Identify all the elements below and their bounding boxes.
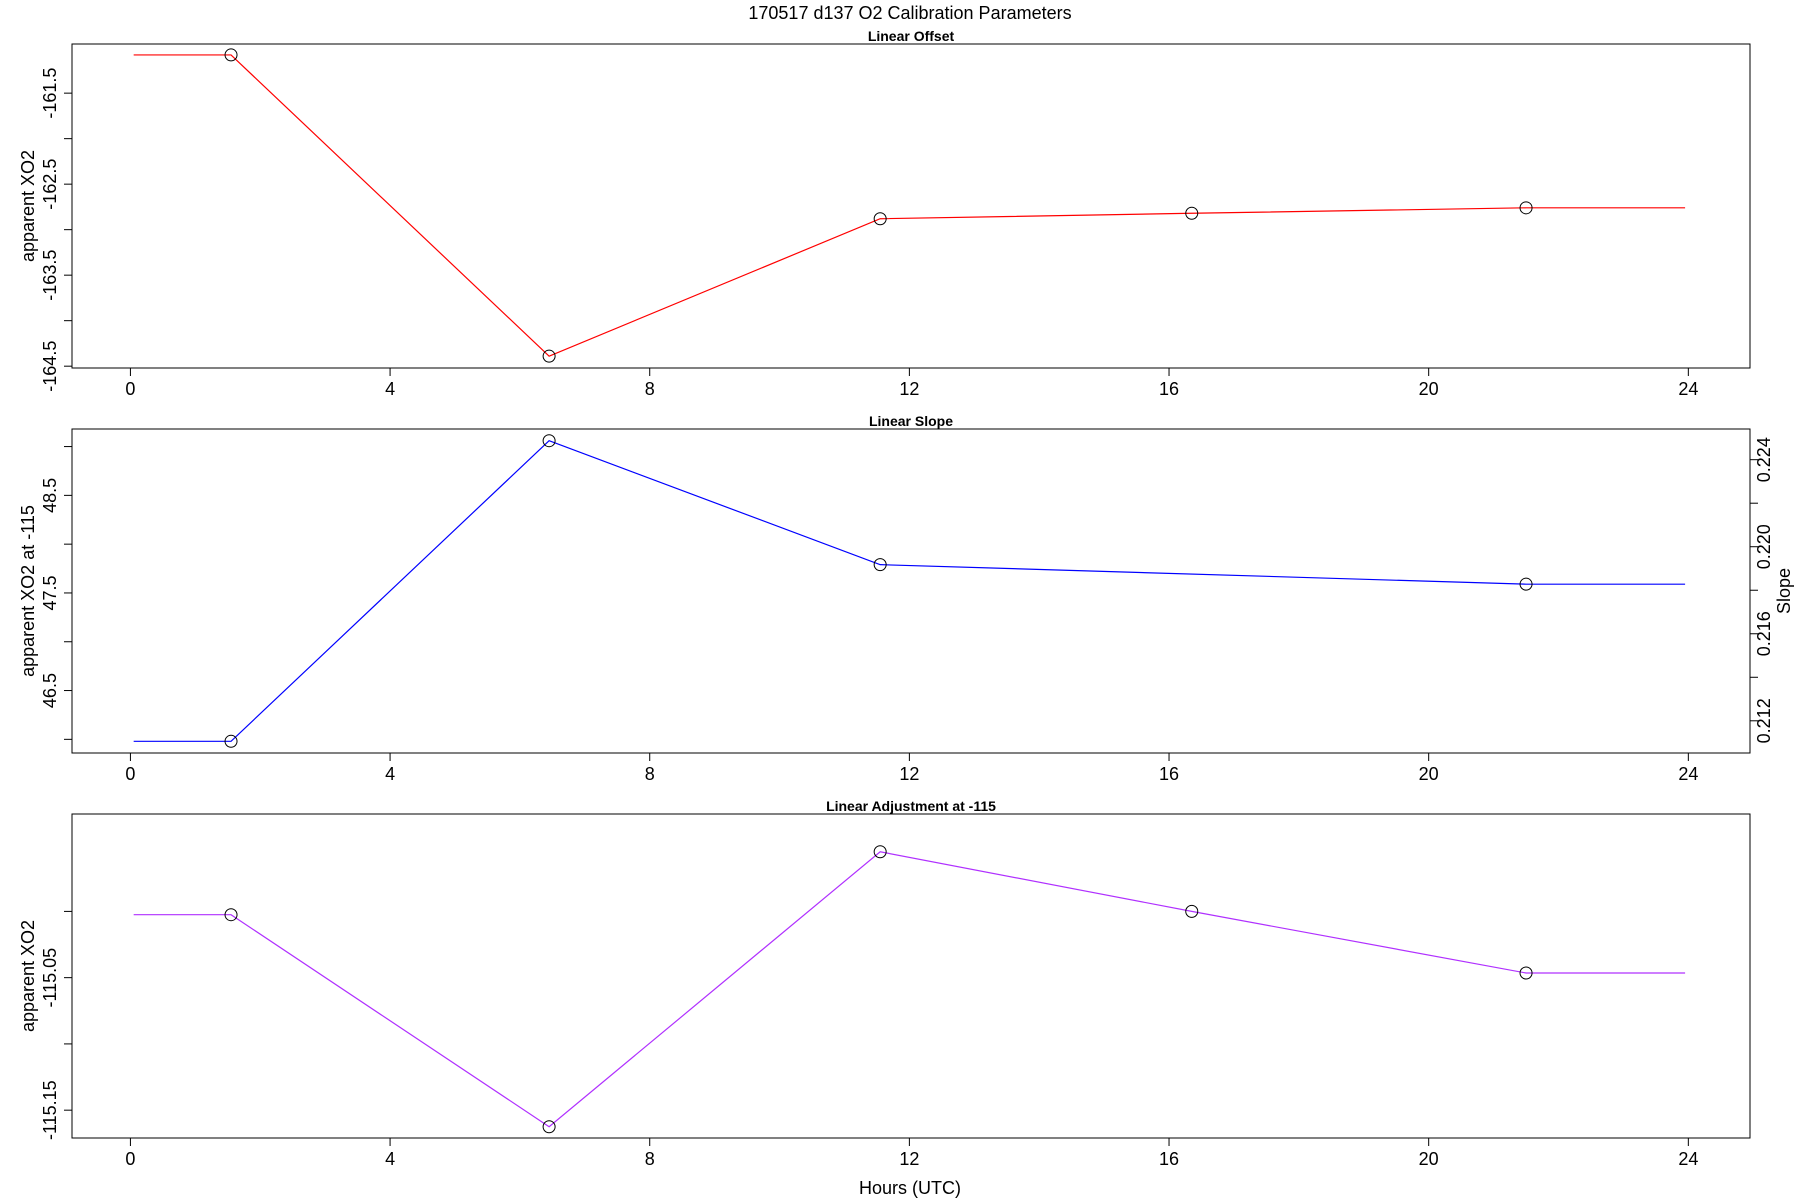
y2-tick-label: 0.220 [1754,524,1774,569]
panel-title: Linear Slope [869,413,953,429]
data-point [542,1120,556,1134]
plot-frame [71,428,1751,754]
x-tick-label: 0 [125,764,135,784]
x-tick-label: 0 [125,1149,135,1169]
y-axis-label: apparent XO2 at -115 [18,505,38,677]
y-tick-label: -163.5 [40,250,60,301]
x-tick-label: 16 [1159,764,1179,784]
panel-1: Linear Offset 0 4 8 12 16 20 24 -164.5 -163.5 -162… [18,28,1751,399]
plot-frame [71,813,1751,1139]
y2-tick-label: 0.224 [1754,437,1774,482]
x-tick-label: 16 [1159,379,1179,399]
x-tick-label: 8 [645,764,655,784]
panel-title: Linear Offset [868,28,955,44]
data-point [1519,966,1533,980]
x-tick-label: 4 [385,379,395,399]
y-tick-label: 46.5 [40,673,60,708]
data-point [224,908,238,922]
x-tick-label: 20 [1419,379,1439,399]
x-tick-label: 8 [645,1149,655,1169]
x-tick-label: 8 [645,379,655,399]
figure-title: 170517 d137 O2 Calibration Parameters [748,3,1071,23]
series-line [133,54,1686,357]
data-point [1185,206,1199,220]
x-tick-label: 0 [125,379,135,399]
panel-title: Linear Adjustment at -115 [826,798,996,814]
x-tick-label: 16 [1159,1149,1179,1169]
series-line [133,851,1686,1128]
panel-2: Linear Slope 0 4 8 12 16 20 24 46.5 47.5 48.5appar… [18,413,1794,784]
y-axis-label: apparent XO2 [18,920,38,1032]
x-tick-label: 12 [899,1149,919,1169]
x-tick-label: 12 [899,764,919,784]
data-point [873,845,887,859]
y-tick-label: -161.5 [40,68,60,119]
data-point [1519,201,1533,215]
plot-frame [71,43,1751,369]
y-axis-label: apparent XO2 [18,150,38,262]
data-point [1519,577,1533,591]
x-tick-label: 20 [1419,764,1439,784]
y2-tick-label: 0.212 [1754,698,1774,743]
y-tick-label: -115.05 [40,948,60,1008]
x-tick-label: 20 [1419,1149,1439,1169]
x-tick-label: 24 [1678,764,1698,784]
y2-axis-label: Slope [1774,568,1794,614]
x-tick-label: 4 [385,764,395,784]
y2-tick-label: 0.216 [1754,611,1774,656]
panel-3: Linear Adjustment at -115 0 4 8 12 16 20 24 -115… [18,798,1751,1169]
x-tick-label: 12 [899,379,919,399]
data-point [542,434,556,448]
data-point [224,48,238,62]
data-point [1185,904,1199,918]
y-tick-label: -162.5 [40,159,60,210]
series-line [133,440,1686,742]
data-point [873,558,887,572]
y-tick-label: -164.5 [40,341,60,392]
x-tick-label: 4 [385,1149,395,1169]
data-point [224,734,238,748]
y-tick-label: 47.5 [40,575,60,610]
x-axis-label: Hours (UTC) [859,1178,961,1198]
y-tick-label: -115.15 [40,1080,60,1140]
x-tick-label: 24 [1678,379,1698,399]
x-tick-label: 24 [1678,1149,1698,1169]
data-point [542,349,556,363]
y-tick-label: 48.5 [40,478,60,513]
data-point [873,212,887,226]
